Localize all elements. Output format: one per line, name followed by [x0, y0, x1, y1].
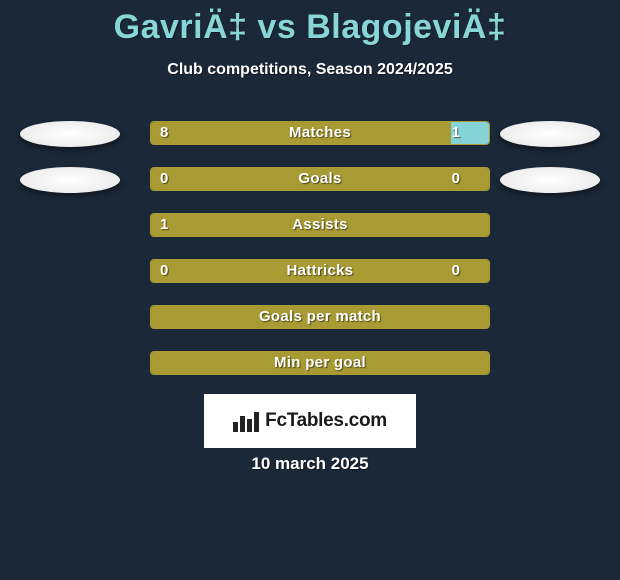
metric-label: Matches [150, 121, 490, 145]
metric-label: Assists [150, 213, 490, 237]
metric-label: Min per goal [150, 351, 490, 375]
metric-label: Goals per match [150, 305, 490, 329]
logo-box: FcTables.com [204, 394, 416, 448]
bars-icon [233, 410, 259, 432]
player-right-ellipse [500, 167, 600, 193]
date-label: 10 march 2025 [0, 454, 620, 474]
metric-label: Hattricks [150, 259, 490, 283]
comparison-row: 81Matches [10, 121, 610, 145]
comparison-row: 00Goals [10, 167, 610, 191]
comparison-row: 00Hattricks [10, 259, 610, 283]
comparison-row: 1Assists [10, 213, 610, 237]
logo-text: FcTables.com [265, 410, 387, 432]
page-subtitle: Club competitions, Season 2024/2025 [0, 61, 620, 79]
comparison-row: Goals per match [10, 305, 610, 329]
comparison-row: Min per goal [10, 351, 610, 375]
player-left-ellipse [20, 121, 120, 147]
metric-label: Goals [150, 167, 490, 191]
player-right-ellipse [500, 121, 600, 147]
page-title: GavriÄ‡ vs BlagojeviÄ‡ [0, 0, 620, 47]
player-left-ellipse [20, 167, 120, 193]
comparison-rows: 81Matches 00Goals 1Assists 00Hattricks Goals… [0, 121, 620, 375]
